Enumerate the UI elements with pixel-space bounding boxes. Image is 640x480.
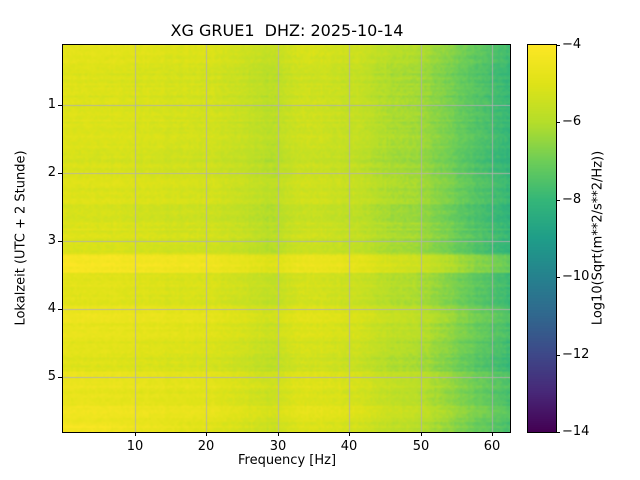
plot-area <box>62 44 511 433</box>
colorbar-tick-mark <box>556 432 560 433</box>
figure: XG GRUE1 DHZ: 2025-10-14 Lokalzeit (UTC … <box>0 0 640 480</box>
plot-title: XG GRUE1 DHZ: 2025-10-14 <box>171 21 404 40</box>
y-tick-label: 2 <box>36 164 56 182</box>
x-tick-label: 60 <box>484 438 501 456</box>
colorbar-tick-mark <box>556 45 560 46</box>
x-axis-label: Frequency [Hz] <box>238 453 336 468</box>
x-tick-label: 40 <box>341 438 358 456</box>
colorbar-tick-mark <box>556 200 560 201</box>
colorbar-tick-label: −10 <box>562 268 589 286</box>
x-tick-label: 50 <box>413 438 430 456</box>
colorbar-label: Log10(Sqrt(m**2/s**2/Hz)) <box>591 151 606 325</box>
colorbar-tick-label: −14 <box>562 423 589 441</box>
y-tick-label: 4 <box>36 300 56 318</box>
x-tick-mark <box>421 432 422 436</box>
y-tick-mark <box>58 309 62 310</box>
spectrogram-heatmap <box>63 45 510 432</box>
x-tick-label: 30 <box>270 438 287 456</box>
y-tick-label: 5 <box>36 368 56 386</box>
y-tick-label: 1 <box>36 96 56 114</box>
x-tick-mark <box>278 432 279 436</box>
y-tick-mark <box>58 241 62 242</box>
x-tick-label: 10 <box>127 438 144 456</box>
colorbar-tick-mark <box>556 355 560 356</box>
colorbar-tick-label: −12 <box>562 346 589 364</box>
colorbar-tick-label: −4 <box>562 36 581 54</box>
colorbar <box>527 44 557 433</box>
x-tick-label: 20 <box>198 438 215 456</box>
colorbar-tick-mark <box>556 277 560 278</box>
x-tick-mark <box>206 432 207 436</box>
y-tick-mark <box>58 173 62 174</box>
colorbar-gradient <box>528 45 556 432</box>
colorbar-tick-mark <box>556 122 560 123</box>
y-tick-label: 3 <box>36 232 56 250</box>
y-axis-label: Lokalzeit (UTC + 2 Stunde) <box>14 150 29 325</box>
x-tick-mark <box>492 432 493 436</box>
y-tick-mark <box>58 105 62 106</box>
x-tick-mark <box>135 432 136 436</box>
x-tick-mark <box>349 432 350 436</box>
y-tick-mark <box>58 377 62 378</box>
colorbar-tick-label: −6 <box>562 113 581 131</box>
colorbar-tick-label: −8 <box>562 191 581 209</box>
